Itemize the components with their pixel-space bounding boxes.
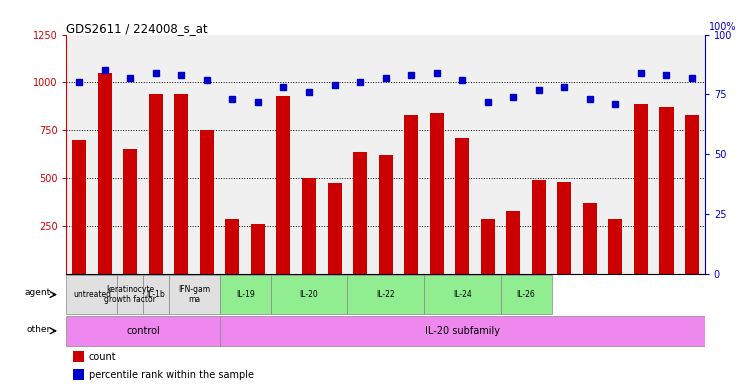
- Bar: [200, 130, 214, 274]
- Text: IFN-gam
ma: IFN-gam ma: [178, 285, 210, 304]
- Bar: [123, 149, 137, 274]
- Bar: [557, 182, 571, 274]
- Text: IL-26: IL-26: [517, 290, 536, 299]
- Bar: [532, 180, 546, 274]
- Text: IL-22: IL-22: [376, 290, 395, 299]
- Bar: [73, 351, 84, 362]
- Bar: [97, 73, 111, 274]
- Bar: [72, 140, 86, 274]
- Bar: [143, 275, 168, 314]
- Text: IL-20 subfamily: IL-20 subfamily: [424, 326, 500, 336]
- Text: untreated: untreated: [73, 290, 111, 299]
- Text: 100%: 100%: [709, 22, 737, 32]
- Bar: [500, 275, 551, 314]
- Bar: [220, 316, 705, 346]
- Text: control: control: [126, 326, 160, 336]
- Bar: [302, 178, 316, 274]
- Bar: [404, 115, 418, 274]
- Bar: [277, 96, 291, 274]
- Text: GDS2611 / 224008_s_at: GDS2611 / 224008_s_at: [66, 22, 208, 35]
- Bar: [168, 275, 220, 314]
- Text: agent: agent: [24, 288, 50, 297]
- Bar: [424, 275, 500, 314]
- Bar: [66, 275, 117, 314]
- Bar: [608, 219, 622, 274]
- Bar: [225, 219, 239, 274]
- Bar: [66, 316, 220, 346]
- Bar: [73, 369, 84, 380]
- Bar: [660, 108, 674, 274]
- Bar: [685, 115, 699, 274]
- Bar: [328, 183, 342, 274]
- Bar: [348, 275, 424, 314]
- Text: other: other: [27, 325, 50, 334]
- Bar: [455, 138, 469, 274]
- Text: percentile rank within the sample: percentile rank within the sample: [89, 370, 254, 380]
- Text: IL-19: IL-19: [235, 290, 255, 299]
- Bar: [117, 275, 143, 314]
- Bar: [583, 203, 597, 274]
- Bar: [220, 275, 271, 314]
- Bar: [506, 211, 520, 274]
- Bar: [271, 275, 348, 314]
- Text: keratinocyte
growth factor: keratinocyte growth factor: [104, 285, 156, 304]
- Bar: [149, 94, 163, 274]
- Bar: [353, 152, 367, 274]
- Text: IL-20: IL-20: [300, 290, 318, 299]
- Bar: [174, 94, 188, 274]
- Bar: [430, 113, 444, 274]
- Bar: [634, 104, 648, 274]
- Text: count: count: [89, 352, 117, 362]
- Bar: [251, 224, 265, 274]
- Text: IL-24: IL-24: [453, 290, 472, 299]
- Text: IL-1b: IL-1b: [146, 290, 165, 299]
- Bar: [379, 155, 393, 274]
- Bar: [480, 219, 494, 274]
